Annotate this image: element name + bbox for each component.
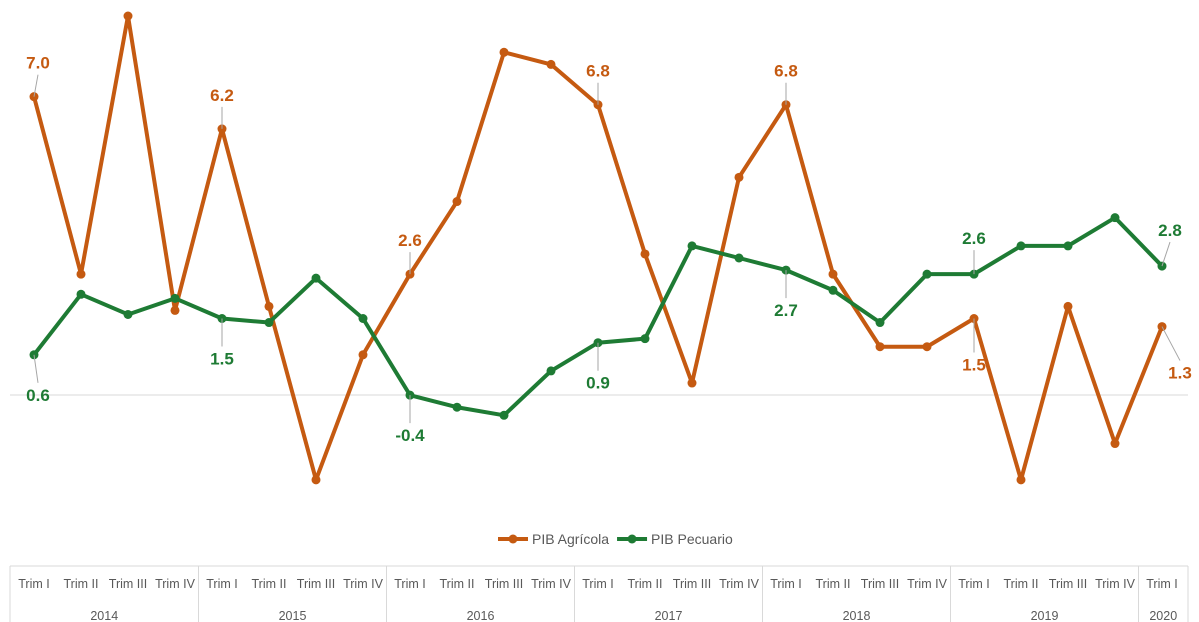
quarter-tick-label: Trim I xyxy=(18,577,49,591)
quarter-tick-label: Trim IV xyxy=(907,577,947,591)
quarter-tick-label: Trim I xyxy=(206,577,237,591)
quarter-tick-label: Trim I xyxy=(770,577,801,591)
series-layer xyxy=(29,11,1167,485)
quarter-tick-label: Trim IV xyxy=(155,577,195,591)
data-point xyxy=(828,285,838,295)
quarter-tick-label: Trim IV xyxy=(719,577,759,591)
data-point xyxy=(922,269,932,279)
data-label-leader xyxy=(33,74,39,97)
data-label: 7.0 xyxy=(26,54,50,73)
data-point xyxy=(123,309,133,319)
quarter-tick-label: Trim II xyxy=(440,577,475,591)
data-point xyxy=(922,342,932,352)
quarter-tick-label: Trim III xyxy=(1049,577,1087,591)
data-point xyxy=(875,342,885,352)
quarter-tick-label: Trim III xyxy=(109,577,147,591)
year-tick-label: 2017 xyxy=(655,609,683,622)
data-point xyxy=(264,301,274,311)
data-point xyxy=(546,366,556,376)
year-tick-label: 2015 xyxy=(279,609,307,622)
data-point xyxy=(687,378,697,388)
data-label: 2.6 xyxy=(962,229,986,248)
data-label: 0.6 xyxy=(26,386,50,405)
year-tick-label: 2016 xyxy=(467,609,495,622)
data-point xyxy=(311,475,321,485)
quarter-tick-label: Trim II xyxy=(1004,577,1039,591)
data-point xyxy=(123,11,133,21)
legend-item-2: PIB Pecuario xyxy=(617,531,733,547)
data-label-leader xyxy=(1161,241,1171,267)
data-point xyxy=(828,269,838,279)
data-point xyxy=(1110,439,1120,449)
data-point xyxy=(170,293,180,303)
legend-marker xyxy=(627,534,637,544)
data-label: -0.4 xyxy=(395,426,425,445)
quarter-tick-label: Trim III xyxy=(861,577,899,591)
quarter-tick-label: Trim IV xyxy=(343,577,383,591)
quarter-tick-label: Trim I xyxy=(394,577,425,591)
data-label: 2.7 xyxy=(774,301,798,320)
data-point xyxy=(640,249,650,259)
data-label: 0.9 xyxy=(586,374,610,393)
data-point xyxy=(734,253,744,263)
data-point xyxy=(687,241,697,251)
data-point xyxy=(875,318,885,328)
quarter-tick-label: Trim III xyxy=(485,577,523,591)
data-label: 6.2 xyxy=(210,86,234,105)
data-point xyxy=(264,318,274,328)
year-tick-label: 2019 xyxy=(1031,609,1059,622)
data-point xyxy=(1063,301,1073,311)
data-label: 1.5 xyxy=(962,356,986,375)
data-label: 6.8 xyxy=(774,62,798,81)
data-point xyxy=(1016,475,1026,485)
data-point xyxy=(311,273,321,283)
data-point xyxy=(734,172,744,182)
data-point xyxy=(1063,241,1073,251)
data-point xyxy=(170,305,180,315)
quarter-tick-label: Trim IV xyxy=(531,577,571,591)
data-label: 2.8 xyxy=(1158,221,1182,240)
data-point xyxy=(76,269,86,279)
data-label: 2.6 xyxy=(398,231,422,250)
data-point xyxy=(640,334,650,344)
data-label: 6.8 xyxy=(586,62,610,81)
legend-label: PIB Agrícola xyxy=(532,531,609,547)
quarter-tick-label: Trim III xyxy=(297,577,335,591)
data-point xyxy=(452,197,462,207)
quarter-tick-label: Trim III xyxy=(673,577,711,591)
data-point xyxy=(452,402,462,412)
data-point xyxy=(358,314,368,323)
x-axis: Trim I Trim II Trim III Trim IV Trim I Trim I… xyxy=(9,565,1189,622)
quarter-tick-label: Trim I xyxy=(1146,577,1177,591)
quarter-tick-label: Trim II xyxy=(252,577,287,591)
data-label-leader xyxy=(33,354,39,383)
data-point xyxy=(1110,213,1120,223)
data-point xyxy=(546,59,556,69)
data-point xyxy=(499,410,509,420)
series-1 xyxy=(29,11,1167,485)
data-label: 1.3 xyxy=(1168,364,1192,383)
quarter-tick-label: Trim II xyxy=(628,577,663,591)
legend-label: PIB Pecuario xyxy=(651,531,733,547)
data-label-leader xyxy=(1161,326,1181,361)
quarter-tick-label: Trim II xyxy=(64,577,99,591)
legend-marker xyxy=(508,534,518,544)
year-tick-label: 2020 xyxy=(1149,609,1177,622)
legend-item-1: PIB Agrícola xyxy=(498,531,609,547)
data-point xyxy=(76,289,86,299)
quarter-tick-label: Trim II xyxy=(816,577,851,591)
year-tick-label: 2018 xyxy=(843,609,871,622)
quarter-tick-label: Trim I xyxy=(958,577,989,591)
data-point xyxy=(499,47,509,57)
data-point xyxy=(358,350,368,360)
quarter-tick-label: Trim IV xyxy=(1095,577,1135,591)
data-label-layer: 7.0 6.2 2.6 6.8 6.8 1.5 1.3 0.6 1.5 -0.4 0.9 2.7 2.6… xyxy=(26,54,1192,445)
legend: PIB Agrícola PIB Pecuario xyxy=(498,531,733,547)
quarter-tick-label: Trim I xyxy=(582,577,613,591)
data-label: 1.5 xyxy=(210,350,234,369)
year-tick-label: 2014 xyxy=(90,609,118,622)
data-point xyxy=(1016,241,1026,251)
